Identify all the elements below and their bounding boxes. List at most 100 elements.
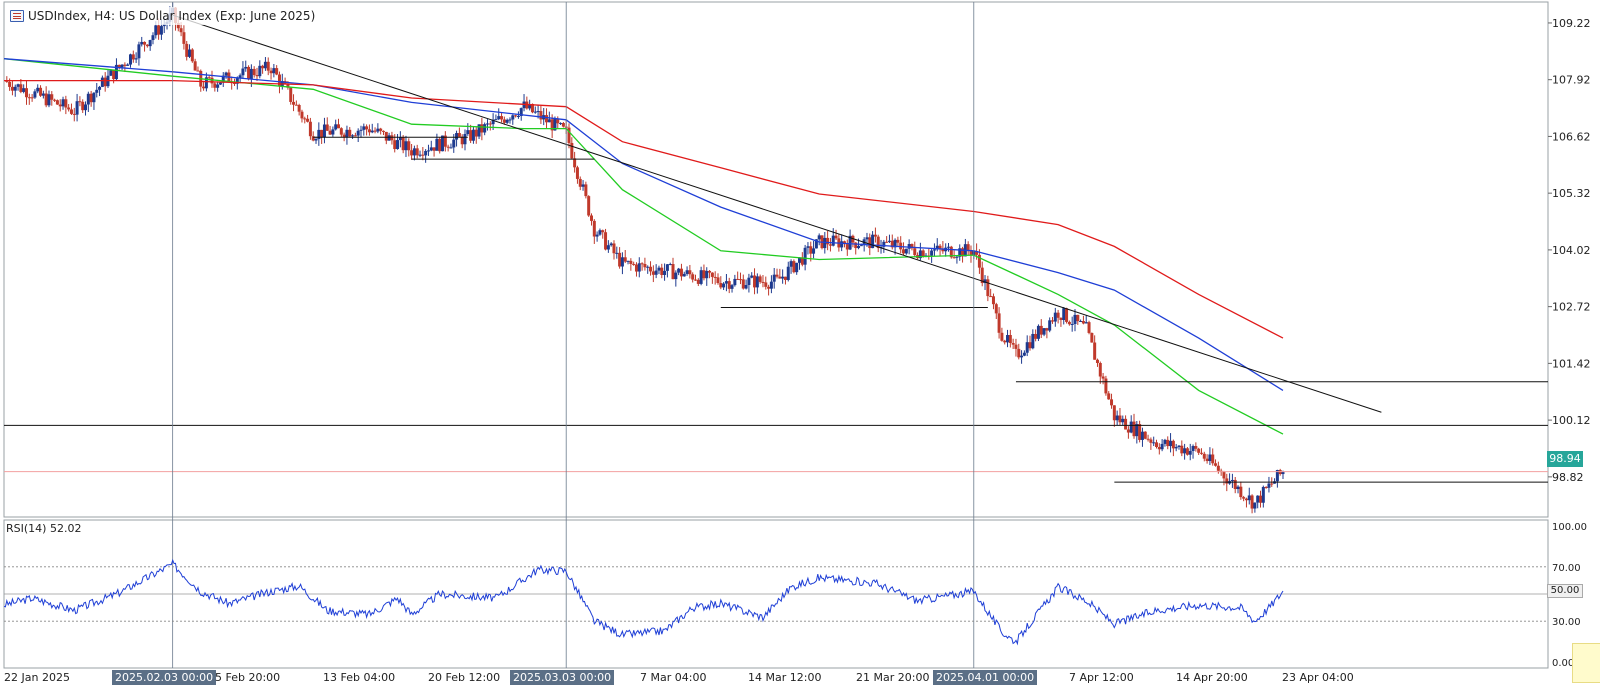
candle-body [710,272,714,277]
note-widget[interactable] [1572,643,1600,683]
candle-body [331,129,335,135]
candle-body [913,248,917,256]
candle-body [1214,463,1218,466]
candle-body [502,119,506,123]
candle-body [50,94,54,100]
candle-body [505,119,509,123]
candle-body [918,250,922,259]
candle-body [904,248,908,254]
candle-body [120,64,124,68]
time-label: 23 Apr 04:00 [1282,671,1354,684]
candle-body [78,101,82,103]
candle-body [657,267,661,271]
candle-body [637,263,641,272]
candle-body [30,97,34,99]
candle-body [114,64,118,80]
candle-body [989,296,993,298]
candle-body [1216,465,1220,471]
rsi-line [3,558,1284,646]
candle-body [474,129,478,137]
time-label-highlighted: 2025.04.01 00:00 [933,670,1038,685]
candle-body [112,70,116,80]
candle-body [297,105,301,112]
candle-body [353,135,357,137]
current-price-badge: 98.94 [1547,451,1583,467]
candle-body [556,118,560,124]
candle-body [384,131,388,141]
candle-body [612,243,616,254]
candle-body [162,23,166,27]
candle-body [294,104,298,106]
candle-body [387,135,391,141]
candle-body [1056,312,1060,318]
candle-body [865,237,869,240]
time-label-highlighted: 2025.02.03 00:00 [112,670,217,685]
candle-body [831,235,835,246]
candle-body [322,124,326,138]
candle-body [455,133,459,140]
chart-title: USDIndex, H4: US Dollar Index (Exp: June… [28,9,316,23]
candle-body [289,87,293,102]
candle-body [159,26,163,35]
candle-body [1003,340,1007,343]
candle-body [412,148,416,156]
candle-body [1233,479,1237,490]
candle-body [792,261,796,273]
candle-body [176,22,180,29]
candle-body [682,273,686,277]
candle-body [812,248,816,254]
candle-body [724,281,728,284]
candle-body [595,234,599,237]
candle-body [1267,483,1271,488]
candle-body [1270,483,1274,485]
time-label: 7 Apr 12:00 [1069,671,1134,684]
candle-body [952,257,956,259]
candle-body [334,124,338,130]
candle-body [1253,502,1257,509]
candle-body [1107,393,1111,400]
candle-body [598,230,602,235]
candle-body [86,93,90,105]
candle-body [483,124,487,133]
candle-body [1242,497,1246,499]
candle-body [33,91,37,98]
price-tick-label: 104.02 [1552,244,1591,257]
candle-body [446,146,450,148]
price-tick-label: 102.72 [1552,301,1591,314]
candle-body [19,84,23,92]
candle-body [1053,312,1057,322]
candle-body [550,119,554,131]
candle-body [1006,335,1010,343]
candle-body [994,304,998,314]
candle-body [491,119,495,125]
candle-body [671,264,675,280]
candle-body [277,74,281,87]
candle-body [1115,415,1119,421]
candle-body [1197,448,1201,453]
candle-body [188,49,192,57]
candle-body [1138,424,1142,440]
candle-body [249,68,253,80]
candle-body [272,68,276,74]
time-label-highlighted: 2025.03.03 00:00 [510,670,615,685]
candle-body [1250,495,1254,509]
candle-body [1143,431,1147,439]
candle-body [317,129,321,140]
candle-body [81,101,85,111]
candle-body [204,77,208,89]
candle-body [401,137,405,151]
candle-body [632,263,636,265]
candle-body [452,139,456,148]
candle-body [786,266,790,280]
candle-body [1045,328,1049,331]
candle-body [1087,322,1091,333]
candle-body [798,257,802,263]
candle-body [460,136,464,145]
candle-body [769,281,773,289]
candle-body [702,270,706,279]
candle-body [22,88,26,92]
candle-body [151,35,155,41]
candle-body [567,127,571,143]
candle-body [325,124,329,131]
